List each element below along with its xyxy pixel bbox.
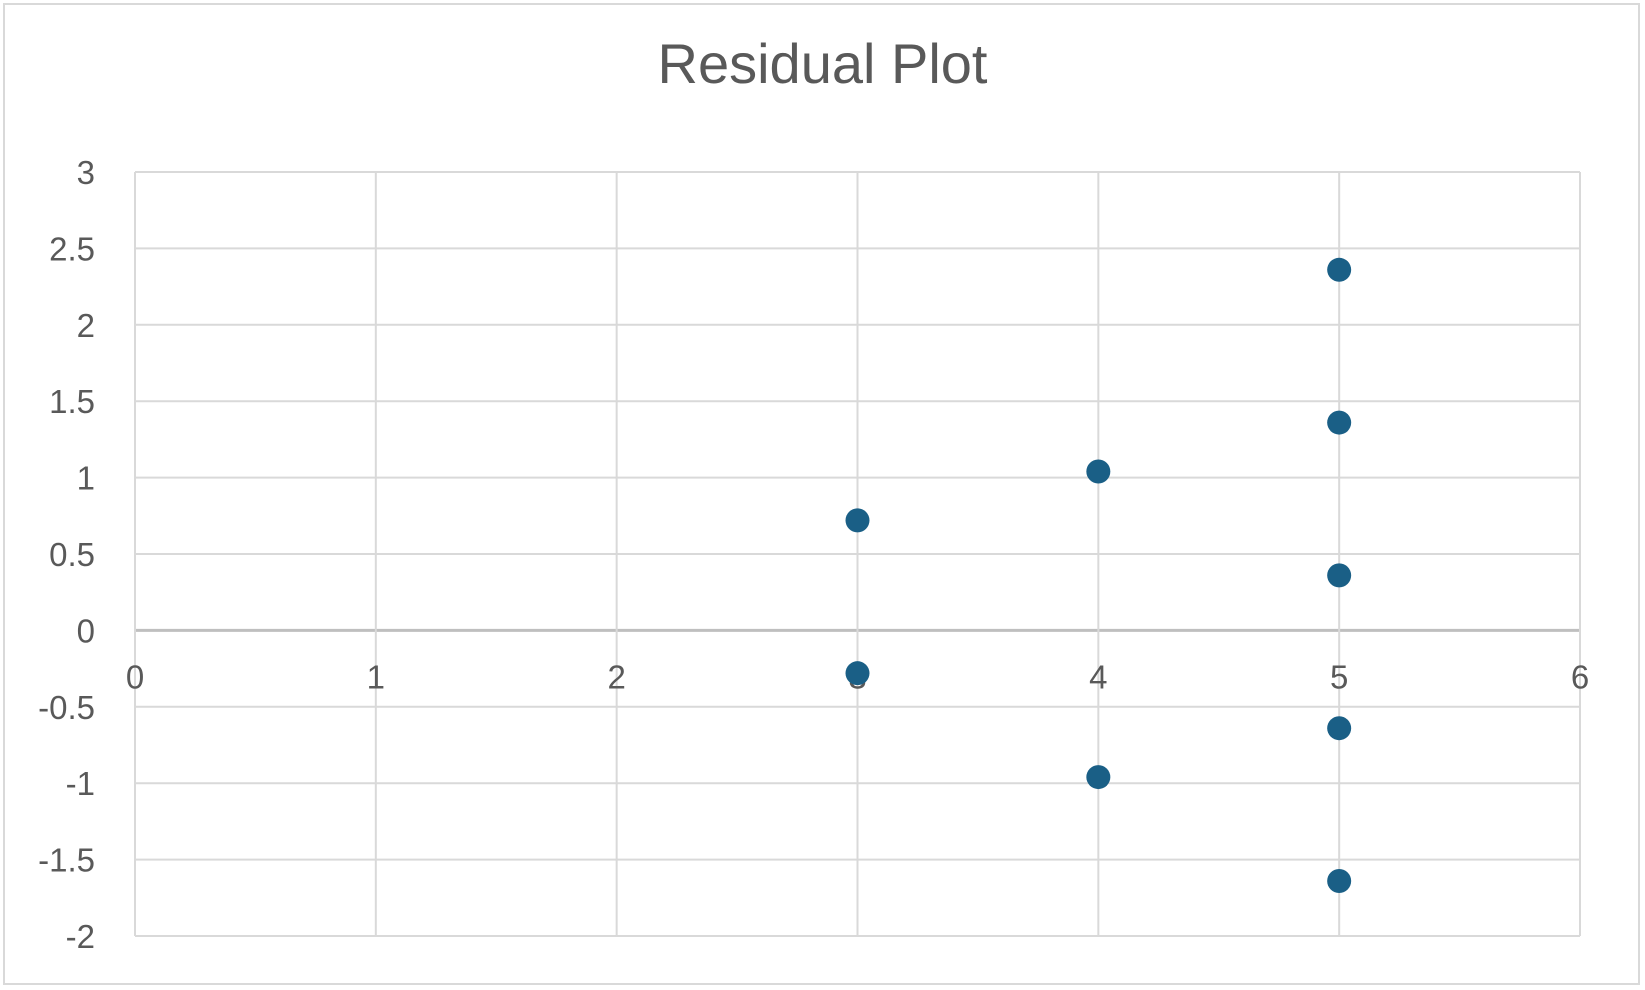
- y-tick-label: 1: [77, 460, 95, 497]
- data-points: [845, 257, 1352, 893]
- data-point: [1327, 410, 1352, 435]
- data-point: [1086, 459, 1111, 484]
- y-tick-label: 1.5: [49, 383, 95, 420]
- y-tick-label: 2.5: [49, 230, 95, 267]
- y-tick-label: -2: [66, 918, 95, 955]
- chart-title: Residual Plot: [657, 32, 988, 95]
- y-tick-label: -1: [66, 765, 95, 802]
- x-axis-tick-labels: 0123456: [126, 658, 1589, 695]
- data-point: [1327, 716, 1352, 741]
- data-point: [1327, 868, 1352, 893]
- x-tick-label: 1: [367, 658, 385, 695]
- data-point: [1327, 257, 1352, 282]
- x-tick-label: 2: [607, 658, 625, 695]
- y-tick-label: 2: [77, 307, 95, 344]
- data-point: [845, 661, 870, 686]
- y-axis-tick-labels: 3 2.5 2 1.5 1 0.5 0 -0.5 -1 -1.5 -2: [38, 154, 95, 955]
- x-tick-label: 6: [1571, 658, 1589, 695]
- y-tick-label: 0: [77, 612, 95, 649]
- x-tick-label: 4: [1089, 658, 1107, 695]
- data-point: [1327, 563, 1352, 588]
- x-tick-label: 5: [1330, 658, 1348, 695]
- y-tick-label: 3: [77, 154, 95, 191]
- y-tick-label: 0.5: [49, 536, 95, 573]
- data-point: [845, 508, 870, 533]
- data-point: [1086, 765, 1111, 790]
- y-tick-label: -0.5: [38, 689, 95, 726]
- chart-border: [3, 3, 1640, 985]
- grid-lines: [134, 171, 1581, 937]
- y-tick-label: -1.5: [38, 842, 95, 879]
- x-tick-label: 0: [126, 658, 144, 695]
